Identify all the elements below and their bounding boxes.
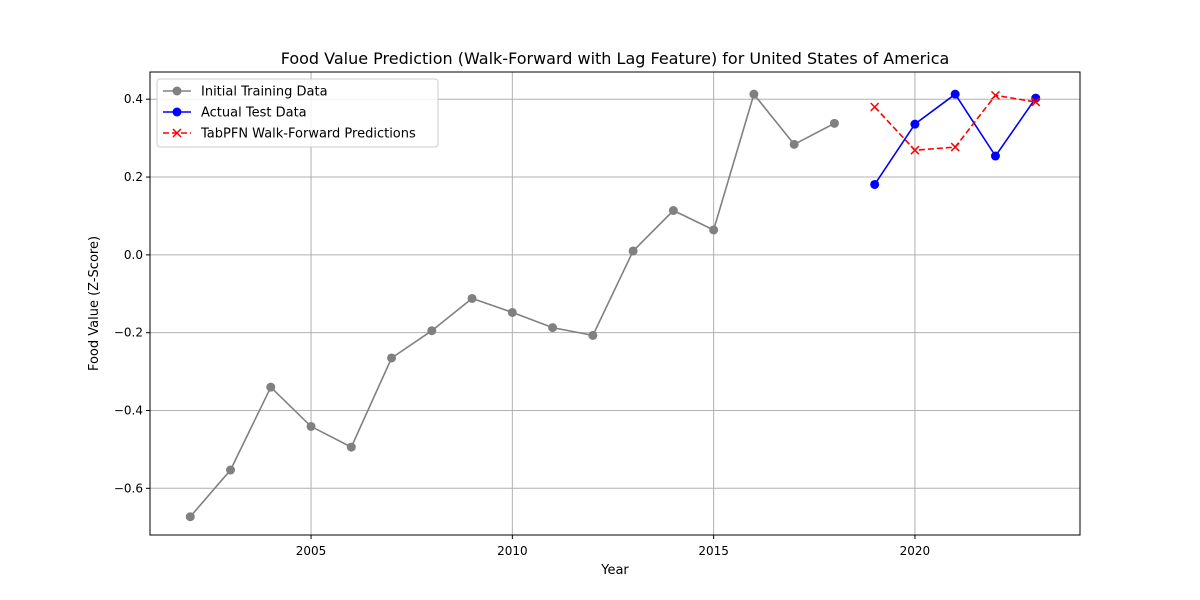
data-point-tabpfn-walk-forward-predictions bbox=[870, 102, 880, 112]
legend-marker bbox=[172, 128, 182, 138]
legend-marker bbox=[172, 107, 182, 117]
grid-lines bbox=[150, 72, 1080, 535]
legend-box bbox=[156, 78, 439, 148]
data-point-initial-training-data bbox=[588, 330, 598, 340]
legend-item: Actual Test Data bbox=[163, 106, 307, 121]
x-axis-label: Year bbox=[600, 563, 629, 578]
series-group bbox=[185, 89, 1041, 522]
data-point-initial-training-data bbox=[548, 323, 558, 333]
legend-label: Initial Training Data bbox=[201, 85, 328, 100]
data-point-initial-training-data bbox=[749, 89, 759, 99]
data-point-tabpfn-walk-forward-predictions bbox=[910, 145, 920, 155]
x-marker-stroke bbox=[910, 145, 920, 155]
data-point-initial-training-data bbox=[789, 139, 799, 149]
series-line-tabpfn-walk-forward-predictions bbox=[874, 94, 1036, 152]
series-actual-test-data bbox=[870, 89, 1041, 189]
data-point-initial-training-data bbox=[829, 118, 839, 128]
data-point-initial-training-data bbox=[507, 307, 517, 317]
data-point-tabpfn-walk-forward-predictions bbox=[950, 142, 960, 152]
plot-area-frame bbox=[149, 71, 1081, 536]
data-point-initial-training-data bbox=[185, 512, 195, 522]
y-axis-label: Food Value (Z-Score) bbox=[87, 236, 102, 371]
x-tick-label: 2015 bbox=[698, 544, 729, 558]
data-point-initial-training-data bbox=[668, 206, 678, 216]
y-tick-label: −0.6 bbox=[114, 481, 143, 495]
x-marker-stroke bbox=[172, 128, 182, 138]
data-point-tabpfn-walk-forward-predictions bbox=[990, 90, 1000, 100]
axis-ticks: 2005 2010 2015 2020 −0.6 −0.4 −0.2 0.0 0.2 0.4 bbox=[114, 92, 930, 558]
x-marker-stroke bbox=[1031, 97, 1041, 107]
data-point-initial-training-data bbox=[266, 382, 276, 392]
series-line-actual-test-data bbox=[874, 93, 1037, 185]
data-point-initial-training-data bbox=[387, 353, 397, 363]
x-tick-label: 2010 bbox=[497, 544, 528, 558]
x-tick-label: 2005 bbox=[296, 544, 327, 558]
y-tick-label: 0.4 bbox=[124, 92, 143, 106]
data-point-actual-test-data bbox=[950, 89, 960, 99]
data-point-actual-test-data bbox=[910, 119, 920, 129]
data-point-initial-training-data bbox=[467, 293, 477, 303]
x-marker-stroke bbox=[870, 102, 880, 112]
y-tick-label: −0.4 bbox=[114, 403, 143, 417]
data-point-initial-training-data bbox=[226, 465, 236, 475]
legend-item: TabPFN Walk-Forward Predictions bbox=[163, 127, 416, 142]
x-marker-stroke bbox=[950, 142, 960, 152]
x-tick-label: 2020 bbox=[900, 544, 931, 558]
data-point-actual-test-data bbox=[990, 151, 1000, 161]
legend: Initial Training Data Actual Test Data Tab… bbox=[156, 78, 439, 148]
data-point-initial-training-data bbox=[427, 326, 437, 336]
data-point-initial-training-data bbox=[628, 246, 638, 256]
y-tick-label: 0.2 bbox=[124, 170, 143, 184]
series-tabpfn-walk-forward-predictions bbox=[870, 90, 1041, 155]
chart-title: Food Value Prediction (Walk-Forward with… bbox=[281, 49, 950, 68]
data-point-tabpfn-walk-forward-predictions bbox=[1031, 97, 1041, 107]
legend-marker bbox=[172, 86, 182, 96]
legend-item: Initial Training Data bbox=[163, 85, 328, 100]
series-initial-training-data bbox=[185, 89, 839, 522]
y-tick-label: −0.2 bbox=[114, 326, 143, 340]
legend-label: Actual Test Data bbox=[201, 106, 307, 121]
data-point-initial-training-data bbox=[346, 442, 356, 452]
y-tick-label: 0.0 bbox=[124, 248, 143, 262]
data-point-initial-training-data bbox=[709, 225, 719, 235]
legend-label: TabPFN Walk-Forward Predictions bbox=[200, 127, 416, 142]
x-marker-stroke bbox=[990, 90, 1000, 100]
data-point-initial-training-data bbox=[306, 421, 316, 431]
data-point-actual-test-data bbox=[870, 179, 880, 189]
